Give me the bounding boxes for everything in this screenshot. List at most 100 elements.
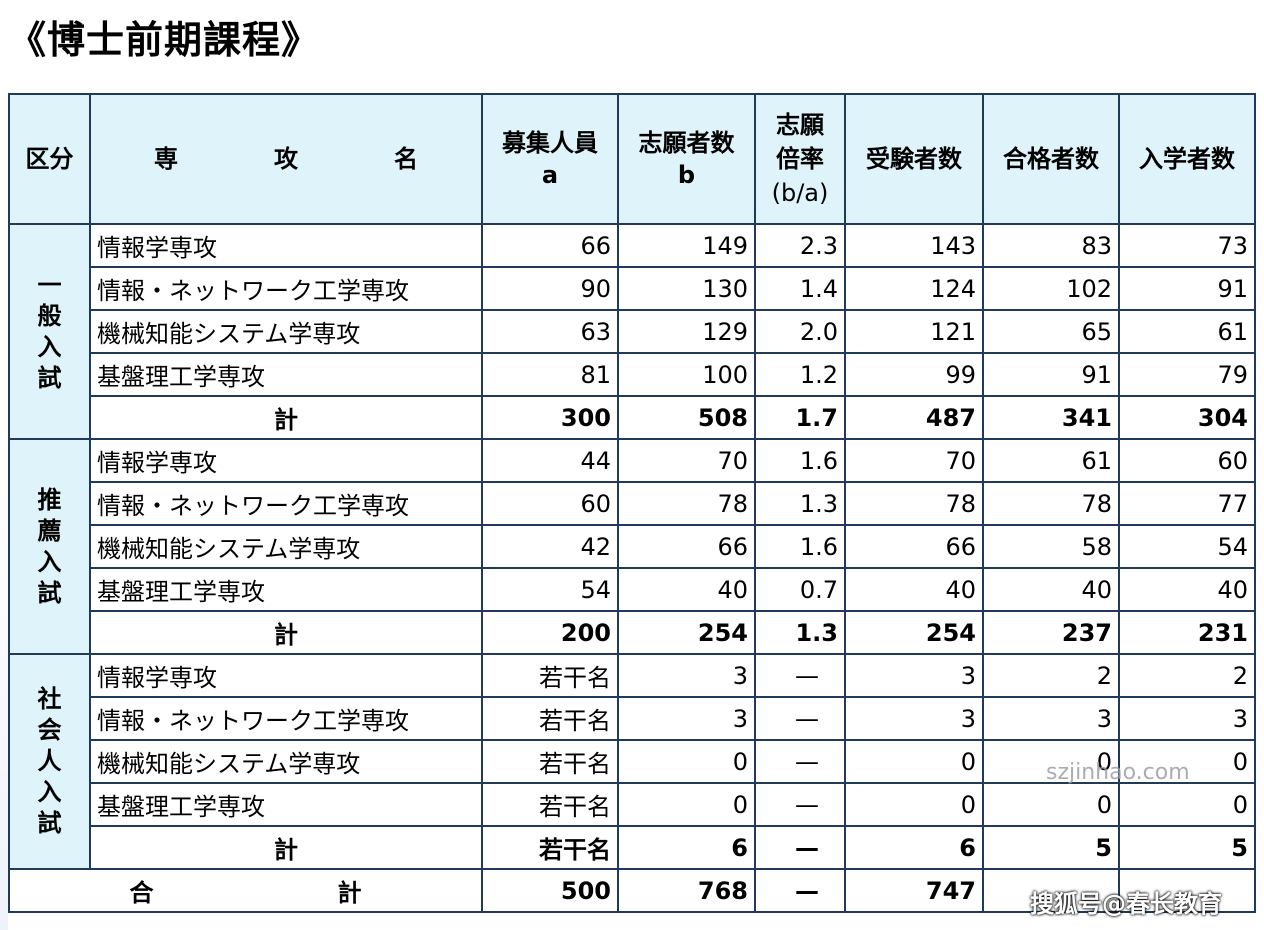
table-row: 一般入試 情報学専攻 66 149 2.3 143 83 73: [8, 223, 1256, 440]
cell-examinees: 143: [844, 223, 984, 268]
cell-capacity: 若干名: [481, 653, 619, 698]
cell-passed: 83: [982, 223, 1120, 268]
header-ratio: 志願 倍率 (b/a): [754, 93, 846, 225]
cell-passed: 3: [982, 696, 1120, 741]
header-row: 区分 専 攻 名 募集人員 a 志願者数 b 志願 倍率 (b/a) 受験者数 …: [8, 93, 1256, 225]
cell-examinees: 487: [844, 395, 984, 440]
cell-applicants: 129: [617, 309, 756, 354]
cell-applicants: 40: [617, 567, 756, 612]
cell-examinees: 66: [844, 524, 984, 569]
cell-capacity: 44: [481, 438, 619, 483]
cell-ratio: —: [754, 782, 846, 827]
subtotal-row: 計若干名 6—6 5 5: [9, 825, 1256, 870]
cell-applicants: 130: [617, 266, 756, 311]
grand-total-row: 合 計 500 768—747: [8, 868, 1256, 913]
cell-examinees: 99: [844, 352, 984, 397]
cell-applicants: 508: [617, 395, 756, 440]
cell-examinees: 6: [844, 825, 984, 870]
cell-applicants: 3: [617, 696, 756, 741]
header-capacity: 募集人員 a: [481, 93, 619, 225]
cell-examinees: 70: [844, 438, 984, 483]
major-name: 情報・ネットワーク工学専攻: [89, 266, 483, 311]
cell-examinees: 0: [844, 739, 984, 784]
cell-ratio: —: [754, 739, 846, 784]
cell-enrolled: 61: [1118, 309, 1256, 354]
table-row: 情報・ネットワーク工学専攻 60 78 1.3 78 78 77: [9, 481, 1256, 526]
cell-ratio: —: [754, 696, 846, 741]
group-label: 一般入試: [8, 223, 91, 440]
cell-applicants: 0: [617, 782, 756, 827]
admissions-table: 区分 専 攻 名 募集人員 a 志願者数 b 志願 倍率 (b/a) 受験者数 …: [8, 93, 1256, 913]
table-row: 基盤理工学専攻 81 100 1.2 99 91 79: [9, 352, 1256, 397]
cell-enrolled: [1118, 868, 1256, 913]
table-row: 基盤理工学専攻 54 40 0.7 40 40 40: [9, 567, 1256, 612]
cell-capacity: 66: [481, 223, 619, 268]
table-row: 機械知能システム学専攻 42 66 1.6 66 58 54: [9, 524, 1256, 569]
cell-passed: 2: [982, 653, 1120, 698]
major-name: 基盤理工学専攻: [89, 352, 483, 397]
left-edge-strip: [0, 430, 8, 930]
cell-capacity: 200: [481, 610, 619, 655]
page-title: 《博士前期課程》: [8, 18, 321, 62]
cell-ratio: —: [754, 653, 846, 698]
subtotal-row: 計 300 508 1.7 487 341 304: [9, 395, 1256, 440]
table-row: 情報・ネットワーク工学専攻 90 130 1.4 124 102 91: [9, 266, 1256, 311]
cell-passed: 102: [982, 266, 1120, 311]
table-row: 機械知能システム学専攻 若干名 0—0 0 0: [9, 739, 1256, 784]
cell-passed: [982, 868, 1120, 913]
cell-enrolled: 54: [1118, 524, 1256, 569]
cell-examinees: 254: [844, 610, 984, 655]
cell-enrolled: 0: [1118, 739, 1256, 784]
cell-ratio: 1.4: [754, 266, 846, 311]
cell-applicants: 66: [617, 524, 756, 569]
major-name: 情報学専攻: [89, 438, 483, 483]
header-passed: 合格者数: [982, 93, 1120, 225]
subtotal-row: 計 200 254 1.3 254 237 231: [9, 610, 1256, 655]
cell-enrolled: 40: [1118, 567, 1256, 612]
cell-ratio: 1.2: [754, 352, 846, 397]
cell-passed: 91: [982, 352, 1120, 397]
major-name: 基盤理工学専攻: [89, 567, 483, 612]
cell-applicants: 0: [617, 739, 756, 784]
cell-enrolled: 5: [1118, 825, 1256, 870]
cell-capacity: 300: [481, 395, 619, 440]
header-examinees: 受験者数: [844, 93, 984, 225]
group-label: 推薦入試: [8, 438, 91, 655]
cell-ratio: —: [754, 825, 846, 870]
cell-enrolled: 231: [1118, 610, 1256, 655]
table-row: 社会人入試 情報学専攻 若干名 3—3 2 2: [8, 653, 1256, 870]
table-row: 推薦入試 情報学専攻 44 70 1.6 70 61 60: [8, 438, 1256, 655]
cell-ratio: 1.6: [754, 524, 846, 569]
header-major: 専 攻 名: [89, 93, 483, 225]
cell-capacity: 63: [481, 309, 619, 354]
major-name: 機械知能システム学専攻: [89, 524, 483, 569]
cell-passed: 61: [982, 438, 1120, 483]
sohu-watermark: 搜狐号@春长教育: [1030, 890, 1222, 918]
table-row: 機械知能システム学専攻 63 129 2.0 121 65 61: [9, 309, 1256, 354]
cell-passed: 0: [982, 782, 1120, 827]
cell-passed: 40: [982, 567, 1120, 612]
cell-ratio: 2.3: [754, 223, 846, 268]
table-row: 基盤理工学専攻 若干名 0—0 0 0: [9, 782, 1256, 827]
site-watermark: szjinhao.com: [1046, 760, 1190, 785]
major-name: 基盤理工学専攻: [89, 782, 483, 827]
cell-enrolled: 2: [1118, 653, 1256, 698]
header-applicants: 志願者数 b: [617, 93, 756, 225]
cell-passed: 78: [982, 481, 1120, 526]
subtotal-label: 計: [89, 825, 483, 870]
cell-capacity: 若干名: [481, 825, 619, 870]
table-body: 一般入試 情報学専攻 66 149 2.3 143 83 73 情報・ネットワーク工学専攻 90 1…: [8, 223, 1256, 913]
cell-ratio: 1.6: [754, 438, 846, 483]
cell-ratio: 1.3: [754, 481, 846, 526]
cell-examinees: 121: [844, 309, 984, 354]
cell-capacity: 若干名: [481, 782, 619, 827]
cell-examinees: 747: [844, 868, 984, 913]
cell-examinees: 124: [844, 266, 984, 311]
cell-examinees: 78: [844, 481, 984, 526]
cell-enrolled: 3: [1118, 696, 1256, 741]
cell-applicants: 100: [617, 352, 756, 397]
cell-capacity: 42: [481, 524, 619, 569]
cell-enrolled: 0: [1118, 782, 1256, 827]
cell-ratio: 1.3: [754, 610, 846, 655]
cell-capacity: 81: [481, 352, 619, 397]
